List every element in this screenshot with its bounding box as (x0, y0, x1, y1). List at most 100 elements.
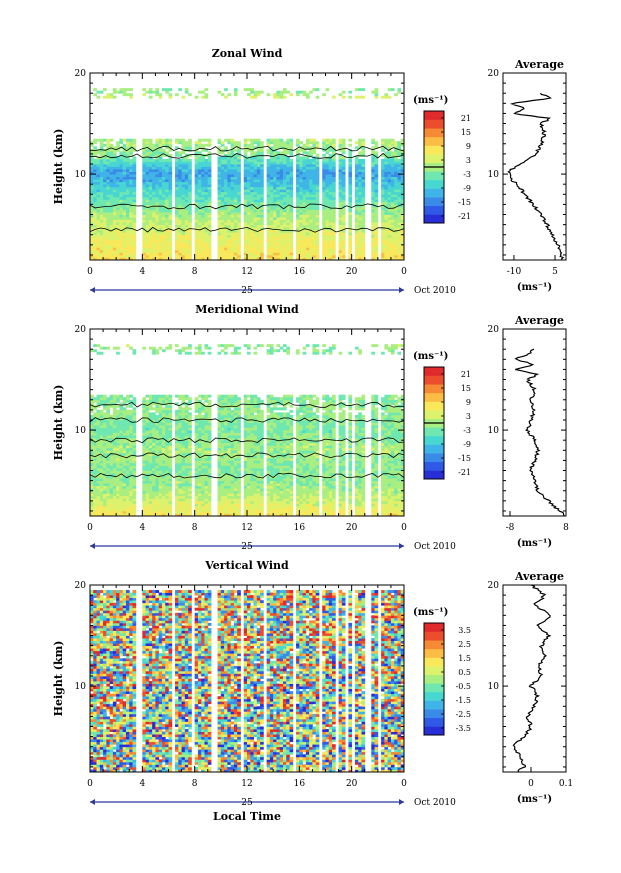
heatmap-cell (158, 222, 163, 226)
heatmap-cell (103, 174, 107, 178)
heatmap-cell (305, 189, 310, 193)
heatmap-cell (397, 224, 402, 228)
heatmap-cell (155, 229, 160, 233)
heatmap-cell (312, 247, 317, 251)
heatmap-cell (152, 153, 156, 157)
heatmap-cell (269, 247, 274, 251)
heatmap-cell (155, 242, 160, 246)
heatmap-cell (266, 254, 271, 258)
heatmap-cell (106, 196, 111, 200)
colorbar-swatch (424, 205, 444, 215)
heatmap-cell (90, 179, 94, 183)
heatmap-cell (122, 146, 127, 150)
heatmap-cell (158, 414, 163, 418)
heatmap-cell (106, 513, 111, 517)
heatmap-cell (400, 227, 405, 231)
heatmap-cell (358, 239, 362, 243)
heatmap-cell (175, 163, 179, 167)
heatmap-cell (125, 470, 130, 474)
heatmap-cell (332, 191, 336, 195)
colorbar-tick-label: 3 (466, 156, 471, 165)
heatmap-cell (99, 460, 104, 464)
heatmap-cell (273, 153, 277, 157)
heatmap-cell (338, 247, 343, 251)
heatmap-cell (256, 232, 261, 236)
heatmap-cell (145, 254, 150, 258)
heatmap-cell (158, 186, 163, 190)
heatmap-cell (112, 158, 117, 162)
heatmap-cell (109, 179, 114, 183)
heatmap-cell (122, 478, 127, 482)
heatmap-cell (348, 219, 353, 223)
heatmap-cell (145, 222, 150, 226)
heatmap-cell (184, 254, 189, 258)
heatmap-cell (125, 229, 130, 233)
heatmap-cell (142, 186, 146, 190)
heatmap-cell (305, 196, 310, 200)
heatmap-cell (155, 473, 160, 476)
heatmap-cell (282, 151, 287, 155)
heatmap-cell (341, 201, 346, 205)
heatmap-cell (119, 508, 124, 512)
heatmap-cell (148, 204, 153, 208)
heatmap-cell (253, 219, 258, 223)
heatmap-cell (233, 156, 238, 160)
heatmap-cell (158, 493, 163, 497)
heatmap-cell (96, 432, 101, 436)
heatmap-cell (145, 153, 150, 157)
heatmap-cell (145, 148, 150, 152)
heatmap-cell (220, 224, 225, 228)
heatmap-cell (266, 222, 271, 226)
heatmap-cell (371, 151, 375, 155)
heatmap-cell (266, 217, 271, 220)
heatmap-cell (168, 189, 173, 193)
heatmap-cell (286, 151, 290, 155)
heatmap-cell (260, 171, 264, 175)
heatmap-cell (155, 425, 160, 428)
heatmap-cell (106, 500, 111, 504)
heatmap-cell (309, 166, 313, 170)
heatmap-cell (142, 437, 146, 441)
heatmap-cell (299, 247, 303, 251)
heatmap-cell (194, 191, 199, 195)
heatmap-cell (142, 510, 146, 514)
heatmap-cell (197, 153, 202, 157)
heatmap-cell (132, 351, 137, 355)
heatmap-cell (112, 465, 117, 469)
heatmap-cell (152, 422, 156, 426)
heatmap-cell (132, 234, 137, 238)
heatmap-cell (387, 229, 392, 233)
heatmap-cell (312, 254, 317, 258)
heatmap-cell (243, 179, 248, 183)
heatmap-cell (93, 249, 97, 253)
heatmap-cell (132, 470, 137, 474)
heatmap-cell (116, 163, 120, 167)
heatmap-cell (109, 222, 114, 226)
heatmap-cell (361, 184, 366, 188)
heatmap-cell (217, 181, 222, 185)
heatmap-cell (315, 179, 320, 183)
heatmap-cell (116, 409, 120, 413)
heatmap-cell (158, 219, 163, 223)
heatmap-cell (204, 237, 209, 241)
heatmap-cell (165, 143, 169, 147)
heatmap-cell (397, 186, 402, 190)
heatmap-cell (194, 252, 199, 256)
heatmap-cell (381, 184, 385, 188)
heatmap-cell (106, 503, 111, 507)
heatmap-cell (243, 252, 248, 256)
heatmap-cell (178, 184, 182, 188)
heatmap-cell (302, 224, 307, 228)
heatmap-cell (325, 148, 330, 152)
heatmap-cell (119, 166, 124, 170)
heatmap-cell (384, 257, 389, 261)
heatmap-cell (256, 194, 261, 198)
heatmap-cell (96, 138, 101, 142)
heatmap-cell (243, 151, 248, 155)
heatmap-cell (207, 224, 212, 228)
heatmap-cell (276, 156, 281, 160)
heatmap-cell (400, 232, 405, 236)
heatmap-cell (233, 158, 238, 162)
heatmap-cell (256, 214, 261, 218)
heatmap-cell (158, 412, 163, 416)
